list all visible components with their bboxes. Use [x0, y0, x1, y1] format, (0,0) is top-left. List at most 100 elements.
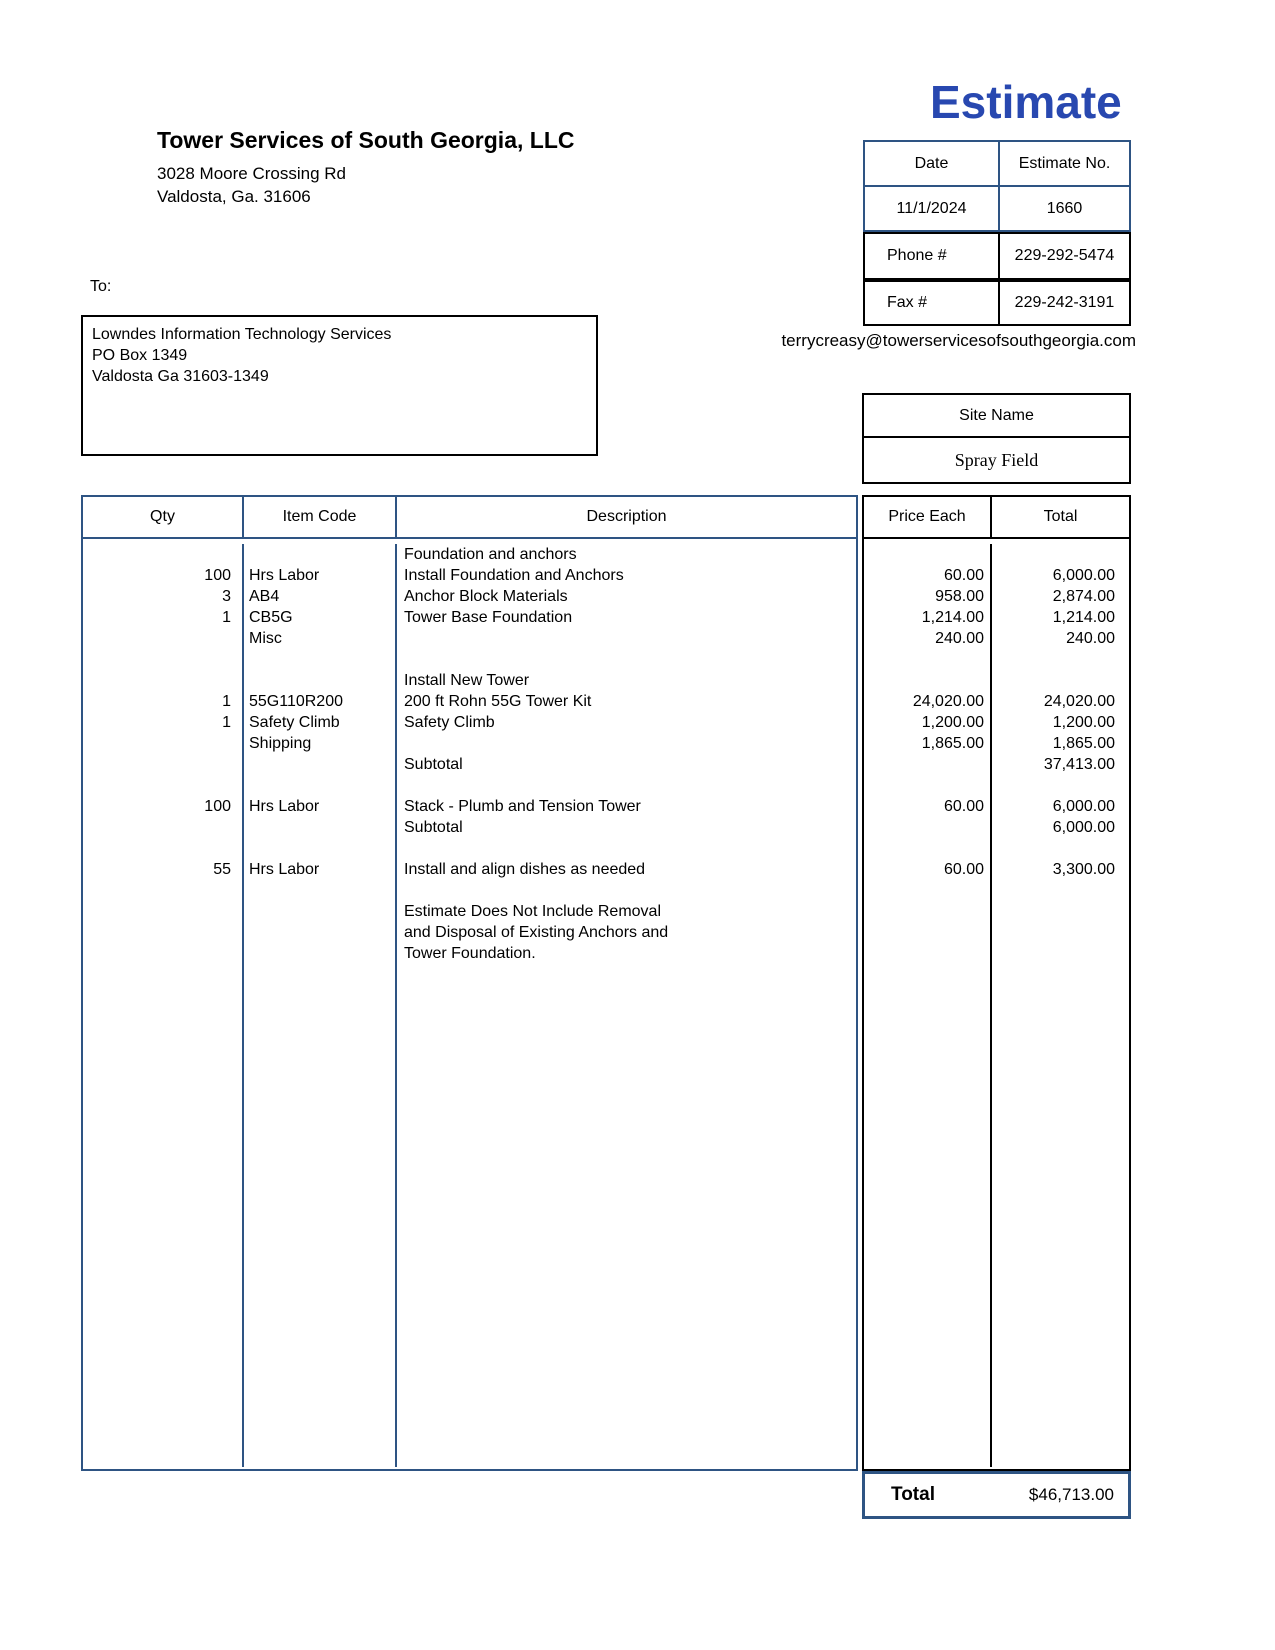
item-amount-row: 60.00 3,300.00	[864, 859, 1129, 880]
item-description: and Disposal of Existing Anchors and	[404, 924, 669, 941]
item-code: Hrs Labor	[244, 859, 397, 880]
item-price-each: 1,214.00	[864, 607, 992, 628]
item-total	[992, 544, 1129, 565]
item-description: Stack - Plumb and Tension Tower	[404, 798, 641, 815]
item-total	[992, 838, 1129, 859]
item-qty: 3	[83, 586, 244, 607]
item-total	[992, 943, 1129, 964]
date-value: 11/1/2024	[865, 187, 1000, 230]
item-code	[244, 901, 397, 922]
item-row	[83, 838, 856, 859]
fax-label: Fax #	[865, 282, 1000, 324]
item-row: 100 Hrs Labor Stack - Plumb and Tension To…	[83, 796, 856, 817]
fax-value: 229-242-3191	[1014, 294, 1115, 311]
item-description	[397, 775, 856, 796]
item-row: Install New Tower	[83, 670, 856, 691]
item-description: Estimate Does Not Include Removal	[404, 903, 661, 920]
item-description	[397, 628, 856, 649]
item-code: Hrs Labor	[244, 796, 397, 817]
company-address: 3028 Moore Crossing Rd Valdosta, Ga. 316…	[157, 162, 346, 208]
item-total	[992, 649, 1129, 670]
item-total: 24,020.00	[1043, 693, 1115, 710]
grand-total-box: Total $46,713.00	[862, 1471, 1131, 1519]
item-total	[992, 670, 1129, 691]
item-description: Subtotal	[404, 819, 463, 836]
item-description	[397, 880, 856, 901]
item-description: Install and align dishes as needed	[404, 861, 646, 878]
item-row: Tower Foundation.	[83, 943, 856, 964]
item-code: Hrs Labor	[244, 565, 397, 586]
date-header: Date	[865, 142, 1000, 185]
item-description: Tower Foundation.	[404, 945, 536, 962]
item-code: 55G110R200	[244, 691, 397, 712]
item-row: 1 55G110R200 200 ft Rohn 55G Tower Kit	[83, 691, 856, 712]
item-code	[244, 649, 397, 670]
item-description: Foundation and anchors	[404, 546, 577, 563]
description-column-header: Description	[586, 508, 667, 525]
item-code: CB5G	[244, 607, 397, 628]
table-filler	[83, 964, 856, 1467]
item-code	[244, 775, 397, 796]
item-code	[244, 670, 397, 691]
item-amount-row	[864, 922, 1129, 943]
items-table-right: Price Each Total 60.00 6,000.00 958.00 2,87…	[862, 495, 1131, 1471]
estimate-no-value: 1660	[1046, 199, 1083, 217]
items-table-left-header: Qty Item Code Description	[83, 497, 856, 539]
item-qty	[83, 628, 244, 649]
item-amount-row: 1,865.00 1,865.00	[864, 733, 1129, 754]
item-description	[397, 649, 856, 670]
item-qty: 55	[83, 859, 244, 880]
item-code	[244, 817, 397, 838]
item-price-each: 1,200.00	[864, 712, 992, 733]
item-total	[992, 880, 1129, 901]
item-code	[244, 880, 397, 901]
item-qty	[83, 733, 244, 754]
item-qty	[83, 649, 244, 670]
item-total: 6,000.00	[1052, 819, 1115, 836]
item-row: Foundation and anchors	[83, 544, 856, 565]
item-price-each: 240.00	[864, 628, 992, 649]
item-price-each	[864, 544, 992, 565]
item-price-each	[864, 670, 992, 691]
item-row: Subtotal	[83, 754, 856, 775]
item-total: 6,000.00	[1052, 798, 1115, 815]
item-amount-row	[864, 775, 1129, 796]
item-row: Subtotal	[83, 817, 856, 838]
item-description: 200 ft Rohn 55G Tower Kit	[404, 693, 592, 710]
item-row: and Disposal of Existing Anchors and	[83, 922, 856, 943]
item-row: 1 Safety Climb Safety Climb	[83, 712, 856, 733]
item-amount-row: 958.00 2,874.00	[864, 586, 1129, 607]
date-estimate-header-row: Date Estimate No.	[865, 142, 1129, 187]
estimate-no-header: Estimate No.	[1018, 154, 1111, 172]
item-row: 55 Hrs Labor Install and align dishes as n…	[83, 859, 856, 880]
item-code	[244, 943, 397, 964]
item-description: Subtotal	[404, 756, 463, 773]
page-title: Estimate	[930, 76, 1122, 128]
item-total	[992, 775, 1129, 796]
phone-label: Phone #	[865, 234, 1000, 278]
item-description: Tower Base Foundation	[404, 609, 573, 626]
item-qty	[83, 880, 244, 901]
item-description: Anchor Block Materials	[404, 588, 568, 605]
item-total	[992, 901, 1129, 922]
item-row: Misc	[83, 628, 856, 649]
date-estimate-value-row: 11/1/2024 1660	[865, 187, 1129, 230]
item-amount-row: 24,020.00 24,020.00	[864, 691, 1129, 712]
item-code: Shipping	[244, 733, 397, 754]
item-code-column-header: Item Code	[244, 497, 397, 537]
item-qty	[83, 670, 244, 691]
item-amount-row: 60.00 6,000.00	[864, 796, 1129, 817]
items-table-left: Qty Item Code Description Foundation and…	[81, 495, 858, 1471]
item-qty: 1	[83, 691, 244, 712]
item-amount-row: 6,000.00	[864, 817, 1129, 838]
item-qty: 100	[83, 565, 244, 586]
item-price-each	[864, 817, 992, 838]
item-row	[83, 775, 856, 796]
phone-row: Phone # 229-292-5474	[863, 232, 1131, 280]
item-total: 37,413.00	[1043, 756, 1115, 773]
items-table-right-body: 60.00 6,000.00 958.00 2,874.00 1,214.00 1,214…	[864, 539, 1129, 1467]
recipient-box: Lowndes Information Technology Services …	[81, 315, 598, 456]
company-name: Tower Services of South Georgia, LLC	[157, 127, 575, 153]
item-amount-row: 240.00 240.00	[864, 628, 1129, 649]
item-description: Install Foundation and Anchors	[404, 567, 624, 584]
